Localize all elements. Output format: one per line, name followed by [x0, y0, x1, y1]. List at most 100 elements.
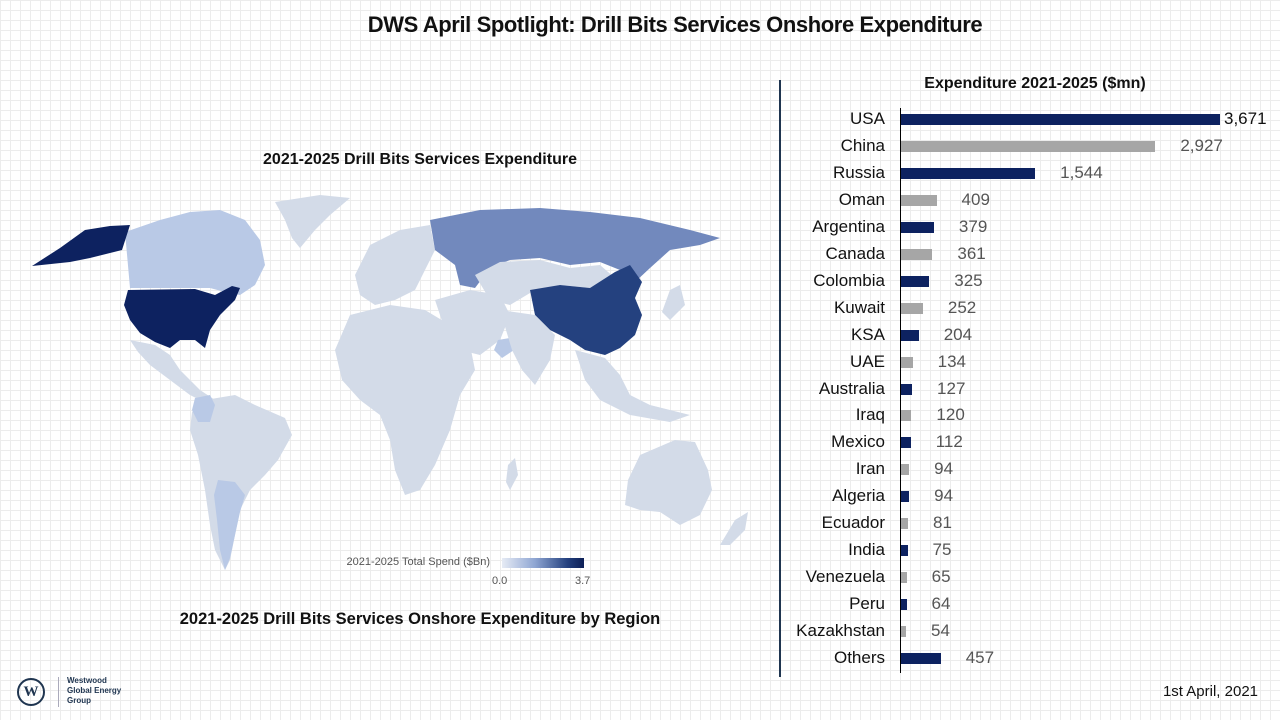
region-china [530, 265, 642, 355]
bar-category-label: UAE [850, 351, 885, 371]
bar-mark [901, 545, 908, 557]
bar-mark [901, 572, 907, 584]
region-japan [662, 285, 685, 320]
bar-value-label: 94 [934, 459, 954, 479]
bar-row: Others 457 [780, 648, 1280, 668]
bar-value-label: 325 [954, 270, 983, 290]
bar-row: KSA 204 [780, 325, 1280, 345]
report-date: 1st April, 2021 [1162, 683, 1258, 700]
bar-value-label: 2,927 [1180, 135, 1223, 155]
region-argentina [214, 480, 245, 570]
bar-row: Ecuador 81 [780, 513, 1280, 533]
bar-category-label: Mexico [831, 432, 885, 452]
page-title: DWS April Spotlight: Drill Bits Services… [367, 12, 983, 37]
region-africa [335, 305, 475, 495]
region-greenland [275, 195, 350, 248]
bar-category-label: Argentina [812, 216, 885, 236]
bar-value-label: 134 [937, 351, 967, 371]
world-map-svg [32, 195, 748, 570]
bar-mark [901, 491, 910, 503]
map-subtitle: 2021-2025 Drill Bits Services Onshore Ex… [179, 610, 661, 628]
bar-value-label: 361 [957, 243, 986, 263]
bar-row: Kuwait 252 [780, 298, 1280, 318]
bar-value-label: 54 [931, 621, 950, 641]
bar-value-label: 64 [931, 594, 951, 614]
bar-value-label: 204 [943, 324, 973, 344]
bar-category-label: Oman [838, 189, 885, 209]
bar-mark [901, 653, 941, 664]
bar-mark [901, 410, 912, 422]
section-divider [779, 80, 781, 677]
bar-row: USA 3,671 [780, 109, 1280, 129]
region-central-asia [475, 260, 615, 305]
bar-row: UAE 134 [780, 352, 1280, 372]
bar-category-label: Australia [818, 378, 885, 398]
region-southeast-asia [575, 350, 690, 422]
map-legend-gradient [502, 558, 584, 568]
bar-category-label: Ecuador [821, 513, 885, 533]
bar-category-label: USA [850, 109, 885, 128]
bar-mark [901, 167, 1036, 179]
bar-value-label: 3,671 [1224, 109, 1267, 128]
region-new-zealand [720, 512, 748, 545]
bar-category-label: Iran [855, 459, 885, 479]
bar-row: Russia 1,544 [780, 163, 1280, 183]
bar-value-label: 127 [937, 378, 966, 398]
bar-category-label: Canada [825, 243, 885, 263]
map-legend-max: 3.7 [575, 575, 591, 587]
bar-mark [901, 437, 911, 449]
bar-row: Argentina 379 [780, 217, 1280, 237]
bar-value-label: 1,544 [1060, 162, 1103, 182]
bar-category-label: Colombia [813, 270, 885, 290]
world-map [30, 190, 780, 580]
bar-mark [901, 329, 919, 341]
map-title: 2021-2025 Drill Bits Services Expenditur… [263, 151, 577, 168]
bar-mark [901, 518, 909, 530]
bar-row: Kazakhstan 54 [780, 621, 1280, 641]
bar-mark [901, 356, 913, 368]
bar-mark [901, 114, 1220, 125]
bar-mark [901, 302, 923, 314]
bar-category-label: Iraq [855, 405, 885, 425]
bar-value-label: 120 [936, 405, 965, 425]
bar-mark [901, 464, 910, 476]
region-middle-east [435, 290, 510, 355]
map-legend-min: 0.0 [492, 575, 508, 587]
region-canada [125, 210, 265, 295]
bar-value-label: 252 [947, 297, 977, 317]
bar-row: Iraq 120 [780, 405, 1280, 425]
bar-value-label: 65 [931, 567, 951, 587]
logo-text-line: Westwood [67, 676, 107, 685]
region-mexico [130, 340, 215, 405]
region-usa [124, 286, 240, 348]
region-south-america [190, 395, 292, 570]
company-logo: W Westwood Global Energy Group [15, 675, 155, 715]
bar-chart-axis [900, 108, 901, 673]
bar-value-label: 379 [958, 216, 988, 236]
bar-category-label: India [848, 540, 885, 560]
bar-value-label: 81 [933, 513, 952, 533]
bar-value-label: 457 [965, 648, 995, 667]
bar-mark [901, 383, 913, 395]
bar-value-label: 112 [935, 432, 963, 452]
bar-row: Algeria 94 [780, 486, 1280, 506]
bar-row: Canada 361 [780, 244, 1280, 264]
bar-row: Oman 409 [780, 190, 1280, 210]
bar-row: China 2,927 [780, 136, 1280, 156]
bar-row: Peru 64 [780, 594, 1280, 614]
region-europe [355, 225, 435, 305]
bar-mark [901, 626, 906, 638]
logo-separator [58, 677, 59, 707]
logo-text-line: Group [67, 696, 91, 705]
bar-row: Mexico 112 [780, 432, 1280, 452]
bar-mark [901, 194, 937, 206]
bar-category-label: Russia [833, 162, 885, 182]
logo-mark-icon: W [17, 678, 45, 706]
bar-chart-title: Expenditure 2021-2025 ($mn) [924, 75, 1146, 92]
bar-category-label: Others [833, 648, 885, 667]
bar-row: India 75 [780, 540, 1280, 560]
bar-category-label: Kuwait [833, 297, 885, 317]
region-colombia [192, 395, 215, 422]
bar-category-label: Peru [849, 594, 885, 614]
bar-mark [901, 599, 907, 611]
